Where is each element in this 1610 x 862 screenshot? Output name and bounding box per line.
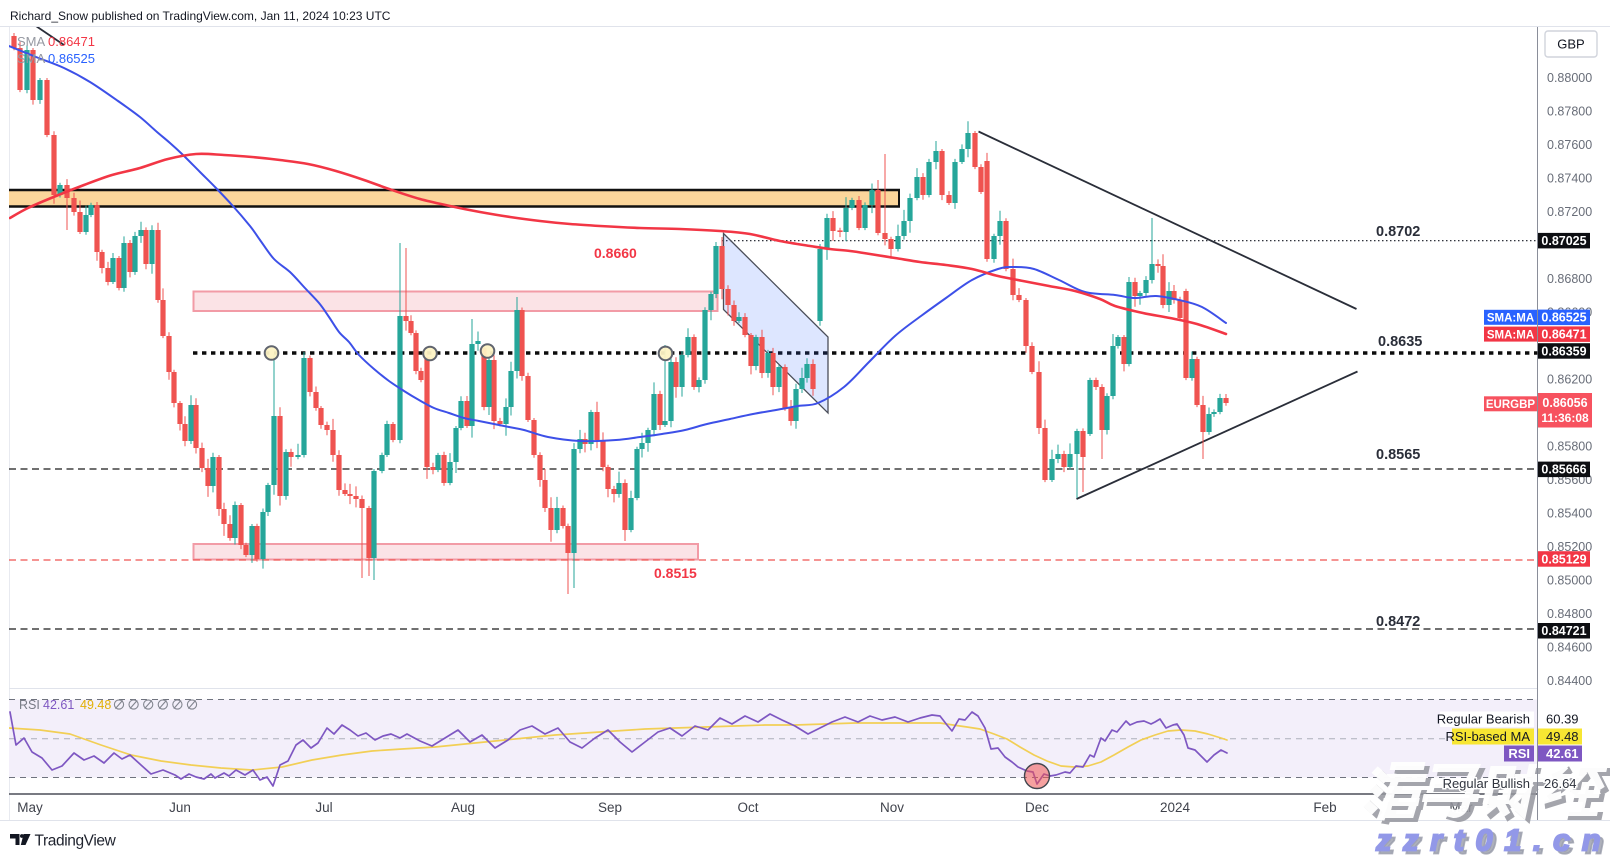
svg-text:0.86525: 0.86525	[1541, 311, 1586, 325]
svg-text:11:36:08: 11:36:08	[1541, 411, 1589, 425]
svg-text:0.86359: 0.86359	[1541, 344, 1586, 358]
svg-text:TradingView: TradingView	[35, 833, 117, 850]
svg-text:0.85666: 0.85666	[1541, 463, 1586, 477]
svg-text:May: May	[17, 800, 43, 815]
svg-text:0.88000: 0.88000	[1547, 71, 1592, 85]
svg-text:0.8635: 0.8635	[1378, 334, 1422, 350]
svg-text:0.8702: 0.8702	[1376, 224, 1420, 240]
svg-text:Dec: Dec	[1025, 800, 1049, 815]
svg-text:Regular Bullish: Regular Bullish	[1443, 776, 1530, 791]
svg-text:0.8515: 0.8515	[654, 565, 697, 581]
svg-text:0.87800: 0.87800	[1547, 105, 1592, 119]
svg-text:EURGBP: EURGBP	[1486, 399, 1536, 411]
svg-text:0.85129: 0.85129	[1541, 552, 1586, 566]
svg-text:0.8565: 0.8565	[1376, 447, 1420, 463]
svg-text:zzrt01.cn: zzrt01.cn	[1375, 823, 1610, 858]
svg-text:GBP: GBP	[1557, 37, 1584, 52]
svg-text:42.61: 42.61	[1546, 746, 1579, 761]
svg-text:Oct: Oct	[737, 800, 758, 815]
svg-text:0.86056: 0.86056	[1542, 396, 1587, 410]
svg-text:0.87400: 0.87400	[1547, 172, 1592, 186]
svg-text:26.64: 26.64	[1544, 776, 1577, 791]
svg-text:0.8472: 0.8472	[1376, 614, 1420, 630]
svg-text:RSI-based MA: RSI-based MA	[1445, 729, 1530, 744]
svg-text:0.86200: 0.86200	[1547, 373, 1592, 387]
svg-text:0.86471: 0.86471	[48, 34, 95, 49]
svg-text:2024: 2024	[1160, 800, 1191, 815]
svg-text:0.84600: 0.84600	[1547, 641, 1592, 655]
svg-text:0.86525: 0.86525	[48, 51, 95, 66]
svg-text:60.39: 60.39	[1546, 712, 1579, 727]
svg-text:49.48: 49.48	[80, 698, 111, 712]
svg-text:0.87025: 0.87025	[1541, 234, 1586, 248]
svg-text:0.86800: 0.86800	[1547, 272, 1592, 286]
svg-text:0.84400: 0.84400	[1547, 674, 1592, 688]
svg-text:SMA: SMA	[17, 34, 46, 49]
svg-text:Aug: Aug	[451, 800, 475, 815]
svg-text:Feb: Feb	[1313, 800, 1336, 815]
svg-text:Nov: Nov	[880, 800, 904, 815]
svg-text:Sep: Sep	[598, 800, 622, 815]
svg-text:49.48: 49.48	[1546, 729, 1579, 744]
svg-text:0.85800: 0.85800	[1547, 440, 1592, 454]
svg-text:0.87200: 0.87200	[1547, 205, 1592, 219]
svg-text:SMA: SMA	[17, 51, 46, 66]
svg-text:Jun: Jun	[169, 800, 191, 815]
svg-text:SMA:MA: SMA:MA	[1487, 313, 1534, 325]
svg-text:42.61: 42.61	[43, 698, 74, 712]
svg-text:0.87600: 0.87600	[1547, 138, 1592, 152]
svg-text:RSI: RSI	[1508, 746, 1530, 761]
svg-text:Richard_Snow published on Trad: Richard_Snow published on TradingView.co…	[10, 9, 391, 23]
svg-text:0.86471: 0.86471	[1541, 327, 1586, 341]
svg-text:0.85000: 0.85000	[1547, 574, 1592, 588]
svg-text:0.84721: 0.84721	[1541, 624, 1586, 638]
svg-text:SMA:MA: SMA:MA	[1487, 329, 1534, 341]
svg-text:0.84800: 0.84800	[1547, 607, 1592, 621]
svg-text:0.8660: 0.8660	[594, 245, 637, 261]
svg-text:Regular Bearish: Regular Bearish	[1437, 712, 1530, 727]
svg-text:0.85400: 0.85400	[1547, 507, 1592, 521]
svg-text:RSI: RSI	[19, 698, 40, 712]
svg-text:Jul: Jul	[315, 800, 332, 815]
